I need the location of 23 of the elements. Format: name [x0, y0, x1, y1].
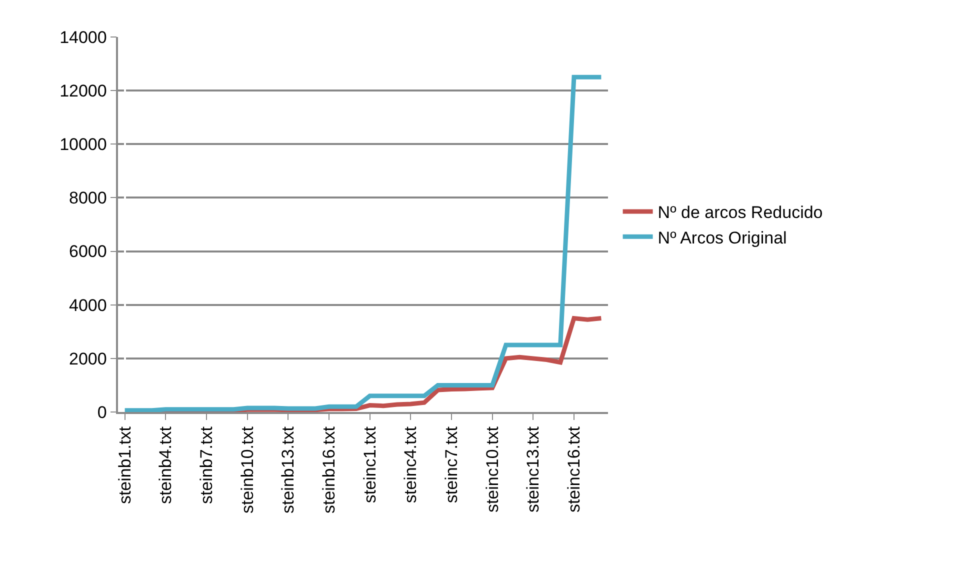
y-tick-label: 0 — [97, 402, 107, 422]
x-tick-label: steinc7.txt — [442, 426, 461, 504]
x-tick-label: steinb13.txt — [278, 426, 298, 514]
y-tick-label: 4000 — [69, 296, 107, 315]
x-tick-label: steinb1.txt — [115, 426, 134, 504]
legend-label: Nº Arcos Original — [658, 228, 787, 248]
y-tick-label: 8000 — [69, 188, 107, 208]
x-tick-label: steinc13.txt — [524, 426, 543, 513]
x-tick-label: steinc16.txt — [564, 426, 584, 513]
x-tick-label: steinc10.txt — [482, 426, 502, 513]
y-tick-label: 10000 — [60, 135, 107, 154]
y-tick-label: 12000 — [60, 82, 107, 101]
x-tick-label: steinb16.txt — [319, 426, 338, 514]
y-tick-label: 2000 — [69, 349, 107, 368]
y-tick-label: 14000 — [60, 28, 107, 47]
x-tick-label: steinb4.txt — [156, 426, 176, 504]
y-tick-label: 6000 — [69, 242, 107, 262]
legend-label: Nº de arcos Reducido — [658, 203, 823, 222]
x-tick-label: steinc1.txt — [360, 426, 380, 504]
x-tick-label: steinb7.txt — [196, 426, 216, 504]
x-tick-label: steinb10.txt — [238, 426, 257, 514]
line-series — [122, 74, 604, 412]
x-tick-label: steinc4.txt — [401, 426, 420, 504]
